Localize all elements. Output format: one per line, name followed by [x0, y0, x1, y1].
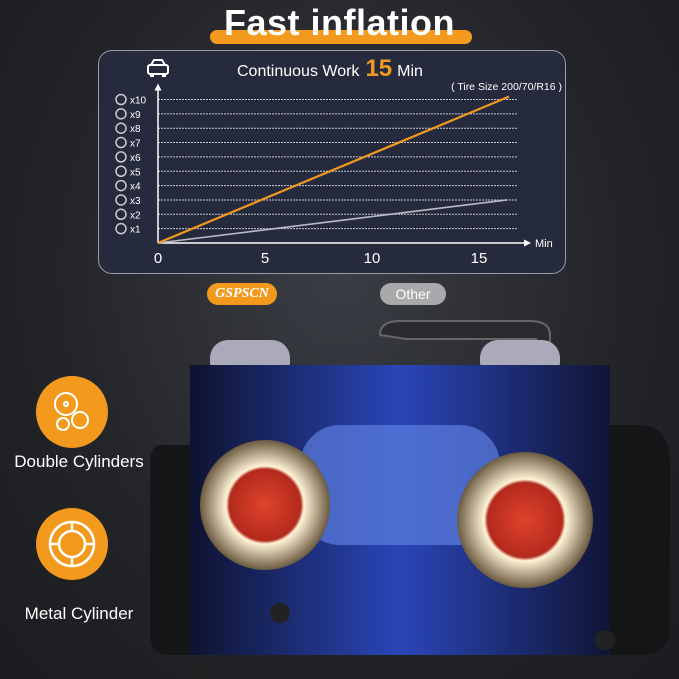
chart-panel: Continuous Work 15 Min ( Tire Size 200/70/… — [98, 50, 566, 274]
tire-icon — [115, 151, 127, 163]
title-highlight: 15 — [365, 55, 392, 82]
chart-subtitle: ( Tire Size 200/70/R16 ) — [451, 81, 562, 93]
feature-label: Metal Cylinder — [24, 604, 134, 623]
y-tick-label: x4 — [130, 182, 141, 193]
axis-lines — [157, 89, 527, 244]
chart-title: Continuous Work 15 Min — [237, 55, 423, 82]
feature-label: Double Cylinders — [14, 452, 144, 471]
tire-icon — [115, 222, 127, 235]
tire-icon — [115, 136, 127, 149]
y-tick-label: x10 — [130, 96, 147, 107]
y-tick-label: x6 — [130, 153, 141, 164]
y-tick-label: x9 — [130, 110, 141, 121]
x-axis-label: Min — [535, 238, 553, 250]
tire-icon — [115, 179, 127, 192]
tire-icon — [115, 93, 127, 106]
tire-icon — [115, 208, 127, 221]
y-tick-label: x3 — [130, 196, 141, 207]
tire-icon — [115, 122, 127, 134]
title-underline — [210, 30, 472, 44]
y-tick-label: x7 — [130, 139, 141, 150]
tire-icon — [115, 194, 127, 206]
legend-gspscn: GSPSCN — [207, 283, 277, 305]
air-compressor-image — [150, 320, 670, 679]
legend-other: Other — [380, 283, 446, 305]
y-tick-label: x5 — [130, 167, 141, 178]
cylinder-ring-icon — [36, 508, 108, 580]
car-icon — [147, 59, 169, 77]
radiation-cylinders-icon — [36, 376, 108, 448]
y-tick-label: x2 — [130, 210, 141, 221]
title-prefix: Continuous Work — [237, 63, 360, 80]
series-line-gspscn — [157, 95, 510, 245]
series-line-other — [157, 199, 507, 244]
x-tick-label: 0 — [154, 250, 162, 267]
x-tick-label: 15 — [471, 250, 488, 267]
y-tick-label: x8 — [130, 124, 141, 135]
y-tick-label: x1 — [130, 225, 141, 236]
x-tick-label: 5 — [261, 250, 269, 267]
tire-icon — [115, 165, 127, 177]
tire-icon — [115, 108, 127, 120]
page-title: Fast inflation — [224, 2, 455, 43]
title-suffix: Min — [397, 63, 423, 80]
inflation-chart: Continuous Work 15 Min ( Tire Size 200/70/… — [115, 55, 562, 267]
x-tick-label: 10 — [364, 250, 381, 267]
